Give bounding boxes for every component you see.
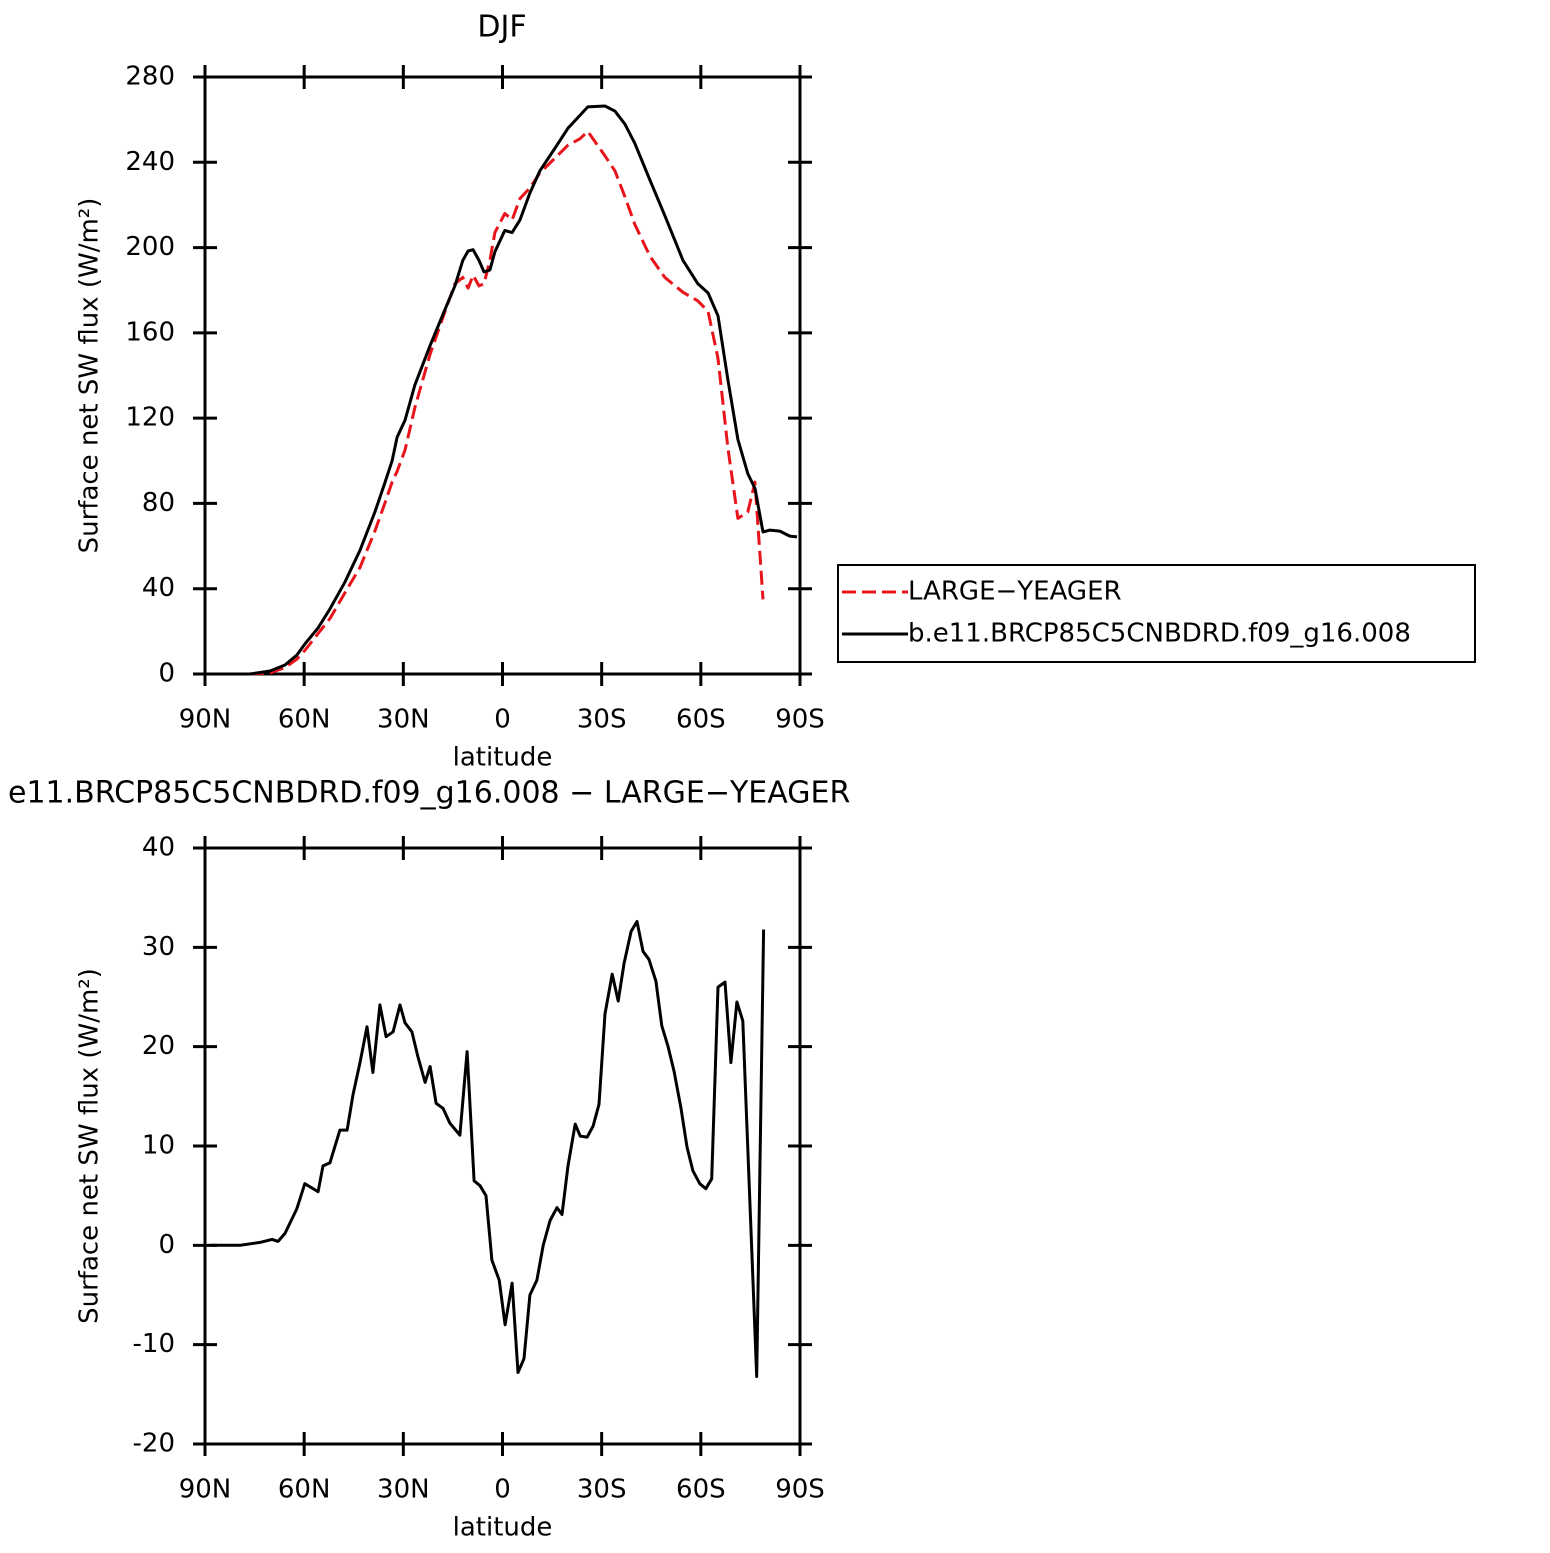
- y-tick-label: 40: [142, 573, 175, 603]
- x-axis-label: latitude: [453, 743, 553, 773]
- x-axis-label: latitude: [453, 1513, 553, 1543]
- y-tick-label: 0: [158, 659, 175, 689]
- x-tick-label: 60N: [278, 1475, 331, 1505]
- x-tick-label: 60N: [278, 705, 331, 735]
- y-tick-label: 120: [125, 403, 175, 433]
- data-line: [210, 129, 765, 676]
- x-tick-label: 30N: [377, 1475, 430, 1505]
- y-tick-label: 10: [142, 1131, 175, 1161]
- y-tick-label: -10: [133, 1329, 175, 1359]
- y-tick-label: 280: [125, 62, 175, 92]
- x-tick-label: 60S: [676, 705, 726, 735]
- plot-frame: [203, 75, 802, 676]
- y-tick-label: 20: [142, 1031, 175, 1061]
- chart-title: e11.BRCP85C5CNBDRD.f09_g16.008 − LARGE−Y…: [8, 776, 850, 811]
- x-tick-label: 90S: [775, 705, 825, 735]
- data-line: [210, 920, 766, 1378]
- y-tick-label: 200: [125, 232, 175, 262]
- plot-frame: [203, 846, 802, 1446]
- y-tick-label: 80: [142, 488, 175, 518]
- data-line: [210, 104, 798, 676]
- y-tick-label: 0: [158, 1230, 175, 1260]
- x-tick-label: 30N: [377, 705, 430, 735]
- x-tick-label: 90N: [179, 1475, 232, 1505]
- chart-title: DJF: [477, 10, 526, 45]
- x-tick-label: 30S: [577, 1475, 627, 1505]
- x-tick-label: 60S: [676, 1475, 726, 1505]
- x-tick-label: 30S: [577, 705, 627, 735]
- y-tick-label: 40: [142, 833, 175, 863]
- legend-label: b.e11.BRCP85C5CNBDRD.f09_g16.008: [908, 619, 1411, 649]
- legend-box: [837, 564, 1476, 663]
- y-axis-label: Surface net SW flux (W/m²): [75, 198, 105, 554]
- y-axis-label: Surface net SW flux (W/m²): [75, 968, 105, 1324]
- y-tick-label: -20: [133, 1429, 175, 1459]
- x-tick-label: 90N: [179, 705, 232, 735]
- x-tick-label: 90S: [775, 1475, 825, 1505]
- y-tick-label: 160: [125, 317, 175, 347]
- y-tick-label: 240: [125, 147, 175, 177]
- x-tick-label: 0: [494, 1475, 511, 1505]
- legend-label: LARGE−YEAGER: [908, 577, 1122, 607]
- y-tick-label: 30: [142, 932, 175, 962]
- x-tick-label: 0: [494, 705, 511, 735]
